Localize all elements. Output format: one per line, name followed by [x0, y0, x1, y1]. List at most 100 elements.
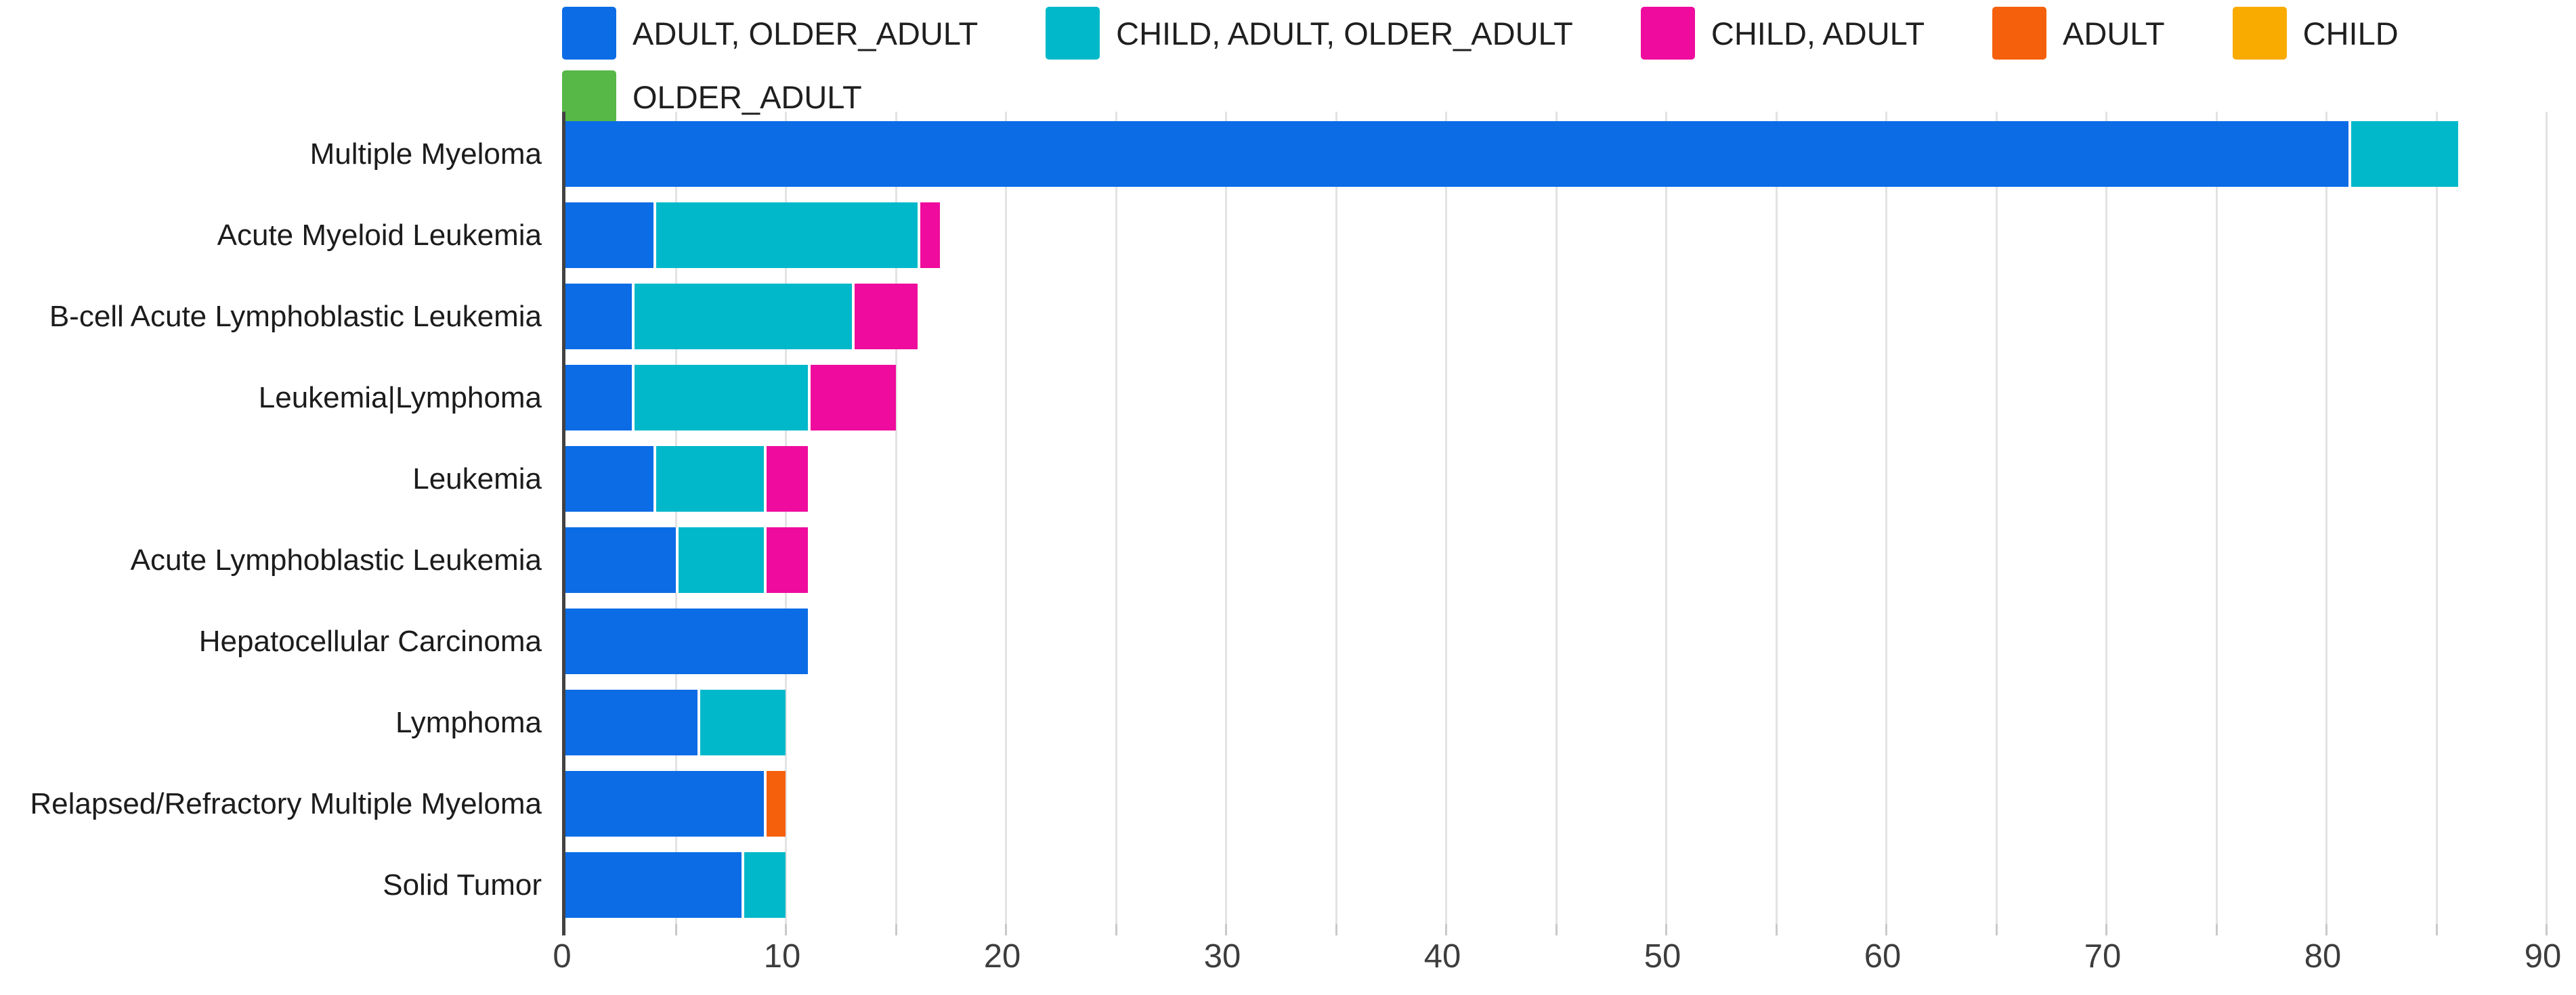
axis-tick: [1555, 924, 1558, 935]
legend-swatch-icon: [562, 70, 616, 123]
bar-segment[interactable]: [565, 202, 653, 268]
gridline: [1555, 112, 1558, 924]
axis-tick: [1005, 924, 1007, 935]
axis-tick: [1775, 924, 1778, 935]
y-axis-label: Hepatocellular Carcinoma: [198, 625, 542, 658]
y-axis-label: Multiple Myeloma: [309, 137, 542, 171]
x-tick-label: 20: [983, 938, 1021, 975]
legend-item[interactable]: OLDER_ADULT: [562, 70, 862, 123]
axis-tick: [785, 924, 787, 935]
bar-segment[interactable]: [807, 365, 896, 430]
legend-label: CHILD: [2302, 15, 2399, 51]
gridline: [1885, 112, 1887, 924]
bar-segment[interactable]: [763, 771, 786, 837]
axis-tick: [2105, 924, 2107, 935]
gridline: [1665, 112, 1667, 924]
bar-segment[interactable]: [565, 852, 742, 918]
bar-row: [565, 609, 808, 674]
axis-tick: [2325, 924, 2327, 935]
y-axis-label: Relapsed/Refractory Multiple Myeloma: [30, 787, 542, 820]
x-tick-label: 30: [1203, 938, 1241, 975]
gridline: [1775, 112, 1778, 924]
legend-label: OLDER_ADULT: [632, 79, 862, 115]
gridline: [2546, 112, 2548, 924]
legend-item[interactable]: CHILD, ADULT, OLDER_ADULT: [1046, 7, 1573, 60]
axis-tick: [895, 924, 897, 935]
bar-segment[interactable]: [565, 771, 764, 837]
axis-tick: [674, 924, 677, 935]
bar-segment[interactable]: [918, 202, 940, 268]
gridline: [2105, 112, 2107, 924]
legend-swatch-icon: [2232, 7, 2287, 60]
bar-segment[interactable]: [653, 446, 764, 512]
legend-swatch-icon: [1640, 7, 1695, 60]
y-axis-label: Acute Lymphoblastic Leukemia: [130, 544, 542, 577]
y-axis-label: Lymphoma: [395, 706, 542, 739]
y-axis-label: Solid Tumor: [383, 868, 542, 902]
bar-row: [565, 446, 808, 512]
bar-segment[interactable]: [565, 121, 2348, 187]
gridline: [1995, 112, 1998, 924]
gridline: [785, 112, 787, 924]
bar-segment[interactable]: [631, 284, 852, 349]
legend-swatch-icon: [1992, 7, 2047, 60]
legend-swatch-icon: [562, 7, 616, 60]
axis-tick: [1445, 924, 1447, 935]
gridline: [2215, 112, 2218, 924]
x-tick-label: 50: [1644, 938, 1681, 975]
bar-segment[interactable]: [565, 446, 653, 512]
legend-label: ADULT, OLDER_ADULT: [632, 15, 979, 51]
bar-row: [565, 284, 918, 349]
gridline: [2325, 112, 2327, 924]
bar-segment[interactable]: [565, 609, 808, 674]
bar-segment[interactable]: [565, 690, 697, 755]
x-tick-label: 70: [2084, 938, 2122, 975]
axis-tick: [1995, 924, 1998, 935]
x-tick-label: 0: [553, 938, 572, 975]
bar-segment[interactable]: [653, 202, 918, 268]
bar-row: [565, 365, 896, 430]
y-axis-label: B-cell Acute Lymphoblastic Leukemia: [49, 300, 542, 333]
bar-segment[interactable]: [631, 365, 808, 430]
legend-item[interactable]: CHILD: [2232, 7, 2399, 60]
legend-item[interactable]: ADULT, OLDER_ADULT: [562, 7, 978, 60]
axis-tick: [1335, 924, 1337, 935]
bar-segment[interactable]: [697, 690, 786, 755]
axis-tick: [1115, 924, 1117, 935]
legend-item[interactable]: ADULT: [1992, 7, 2165, 60]
bar-row: [565, 852, 786, 918]
axis-tick: [2546, 924, 2548, 935]
legend-label: CHILD, ADULT: [1711, 15, 1925, 51]
bar-row: [565, 121, 2458, 187]
bar-row: [565, 771, 786, 837]
x-tick-label: 80: [2304, 938, 2342, 975]
gridline: [1335, 112, 1337, 924]
bar-segment[interactable]: [851, 284, 918, 349]
bar-segment[interactable]: [742, 852, 786, 918]
bar-row: [565, 202, 940, 268]
gridline: [674, 112, 677, 924]
gridline: [1445, 112, 1447, 924]
axis-tick: [1225, 924, 1227, 935]
bar-segment[interactable]: [565, 284, 632, 349]
gridline: [1115, 112, 1117, 924]
bar-segment[interactable]: [763, 527, 808, 593]
bar-segment[interactable]: [565, 527, 676, 593]
gridline: [1005, 112, 1007, 924]
axis-tick: [2435, 924, 2438, 935]
legend-label: ADULT: [2063, 15, 2165, 51]
y-axis-label: Acute Myeloid Leukemia: [217, 219, 542, 252]
bar-segment[interactable]: [675, 527, 764, 593]
axis-tick: [562, 924, 565, 935]
bar-segment[interactable]: [763, 446, 808, 512]
bar-row: [565, 690, 786, 755]
x-tick-label: 10: [763, 938, 801, 975]
gridline: [1225, 112, 1227, 924]
bar-segment[interactable]: [565, 365, 632, 430]
legend-item[interactable]: CHILD, ADULT: [1640, 7, 1925, 60]
gridline: [2435, 112, 2438, 924]
axis-tick: [2215, 924, 2218, 935]
bar-segment[interactable]: [2348, 121, 2458, 187]
chart-legend: ADULT, OLDER_ADULT CHILD, ADULT, OLDER_AD…: [562, 7, 2478, 123]
